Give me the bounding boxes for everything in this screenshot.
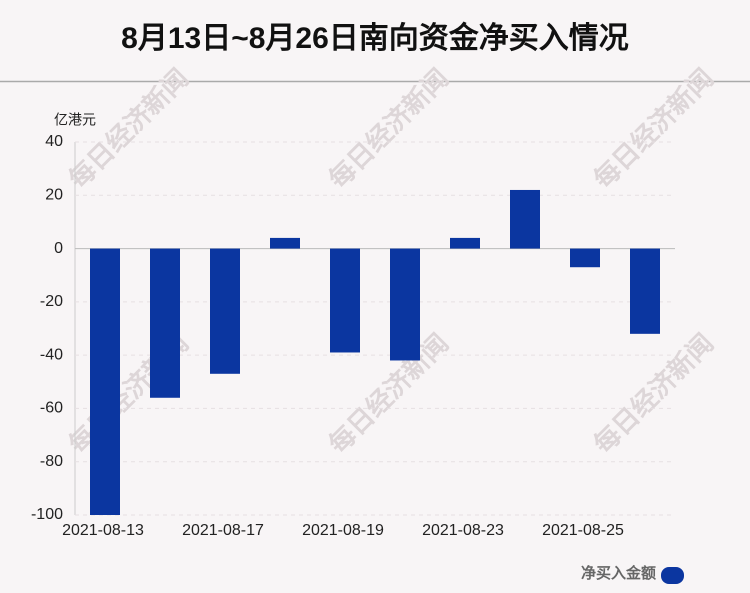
x-tick-label: 2021-08-17 — [182, 522, 264, 539]
bar — [90, 248, 120, 516]
x-tick-label: 2021-08-13 — [62, 522, 144, 539]
chart-title: 8月13日~8月26日南向资金净买入情况 — [121, 21, 629, 55]
bar — [270, 237, 300, 249]
x-tick-label: 2021-08-25 — [542, 522, 624, 539]
bar — [450, 237, 480, 249]
bar — [510, 189, 540, 249]
y-tick-label: -20 — [40, 293, 63, 310]
y-tick-label: -100 — [31, 506, 63, 523]
bar — [570, 248, 600, 268]
legend-swatch — [661, 567, 684, 584]
bar — [390, 248, 420, 361]
y-axis-unit: 亿港元 — [54, 112, 96, 128]
bar — [630, 248, 660, 334]
y-tick-label: 20 — [45, 187, 63, 204]
y-tick-label: 40 — [45, 133, 63, 150]
bar — [210, 248, 240, 374]
x-tick-label: 2021-08-19 — [302, 522, 384, 539]
bar — [150, 248, 180, 398]
legend-label: 净买入金额 — [581, 564, 656, 582]
y-tick-label: 0 — [54, 240, 63, 257]
y-tick-label: -80 — [40, 453, 63, 470]
y-tick-label: -40 — [40, 346, 63, 363]
bar — [330, 248, 360, 353]
y-tick-label: -60 — [40, 400, 63, 417]
x-tick-label: 2021-08-23 — [422, 522, 504, 539]
